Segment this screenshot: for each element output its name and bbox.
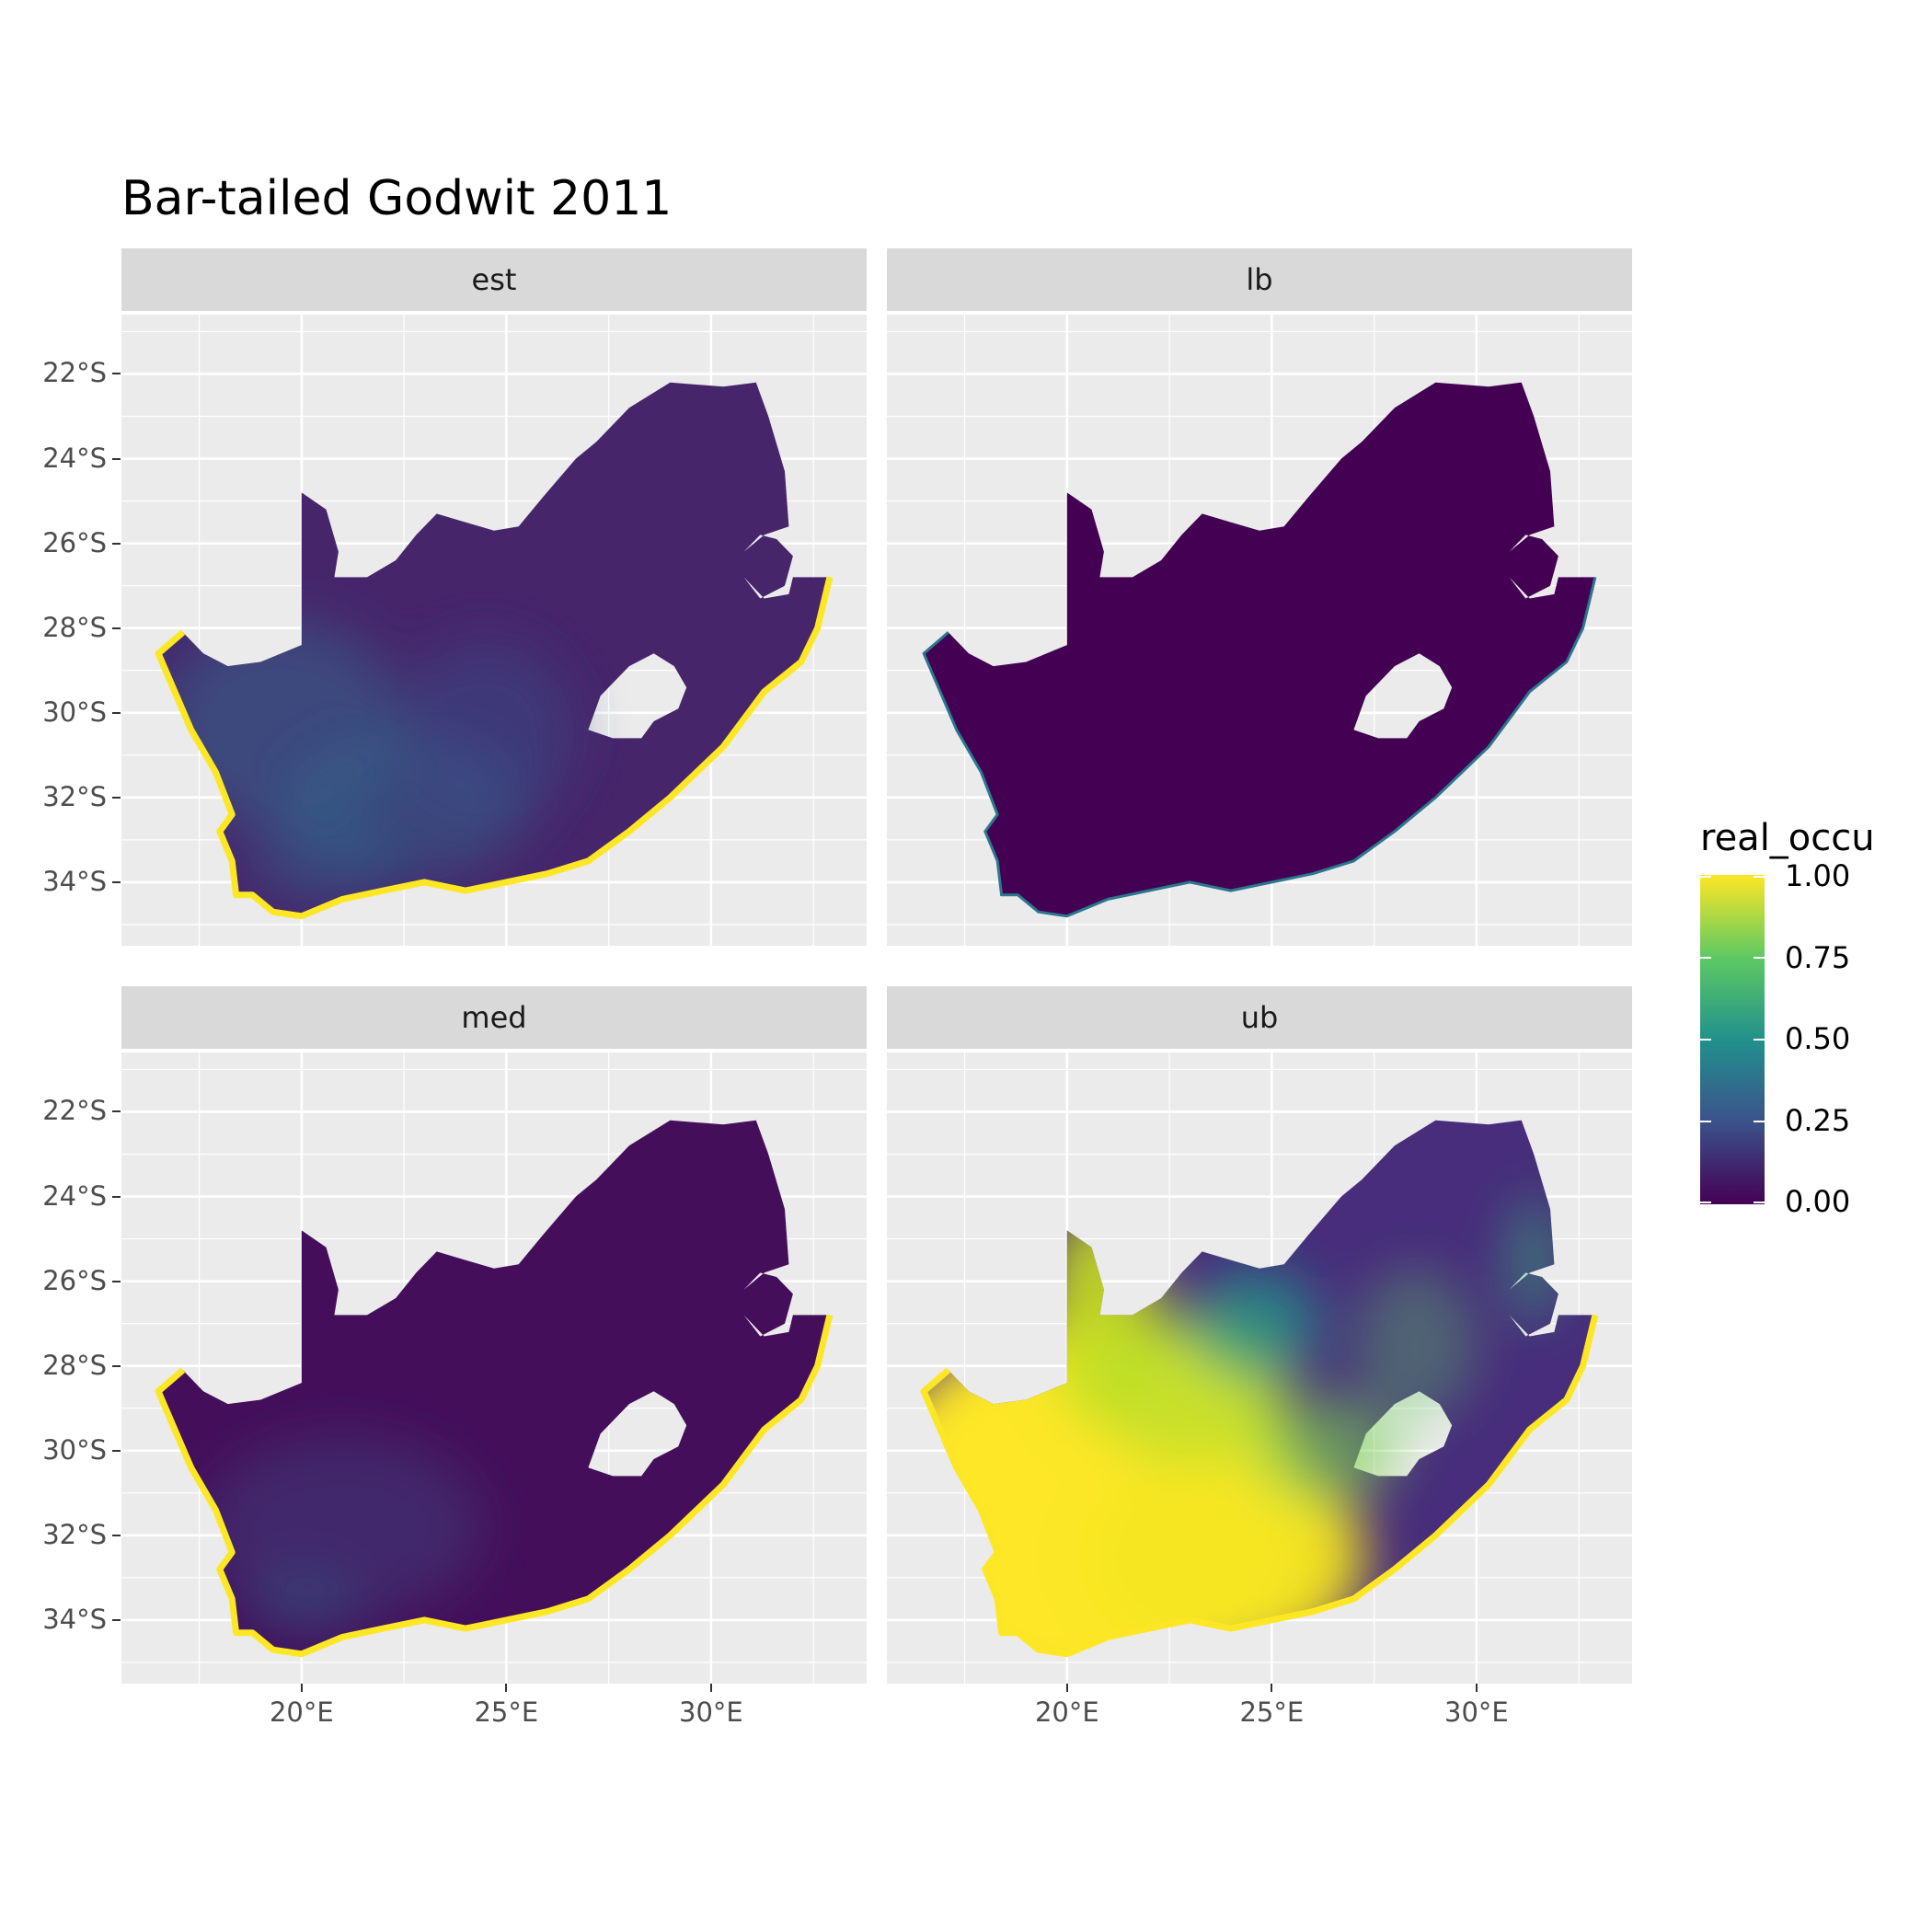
map-svg	[887, 315, 1632, 946]
map-svg	[887, 1052, 1632, 1684]
y-tick-label: 24°S	[42, 1179, 107, 1212]
x-tick-label: 30°E	[679, 1696, 743, 1728]
y-tick-mark	[112, 1195, 121, 1198]
coastal-edge-ub	[920, 1314, 1599, 1658]
facet-panel-med: med	[121, 986, 867, 1684]
x-tick-mark	[1271, 1684, 1273, 1692]
y-tick-mark	[112, 373, 121, 375]
x-tick-mark	[505, 1684, 508, 1692]
x-tick-mark	[709, 1684, 712, 1692]
map-svg	[121, 1052, 867, 1684]
y-tick-label: 34°S	[42, 1603, 107, 1635]
legend-tick-label: 0.50	[1785, 1021, 1851, 1056]
y-tick-mark	[112, 1534, 121, 1536]
y-tick-label: 32°S	[42, 780, 107, 812]
coastal-edge-med	[155, 1314, 834, 1658]
legend-tick-label: 1.00	[1785, 858, 1851, 893]
y-tick-label: 24°S	[42, 442, 107, 474]
legend-tick-label: 0.25	[1785, 1102, 1851, 1138]
country-fill-lb	[924, 382, 1595, 916]
legend-colorbar	[1700, 875, 1765, 1204]
facet-panel-ub: ub	[887, 986, 1632, 1684]
x-tick-mark	[1065, 1684, 1068, 1692]
legend-title: real_occu	[1700, 817, 1875, 859]
y-tick-mark	[112, 627, 121, 629]
legend-tick-label: 0.00	[1785, 1184, 1851, 1219]
y-tick-label: 32°S	[42, 1518, 107, 1550]
y-tick-label: 30°S	[42, 696, 107, 728]
map-plot-area	[887, 1052, 1632, 1684]
y-tick-mark	[112, 1280, 121, 1282]
y-tick-mark	[112, 457, 121, 460]
y-tick-label: 30°S	[42, 1433, 107, 1466]
facet-panel-lb: lb	[887, 248, 1632, 946]
y-tick-mark	[112, 1449, 121, 1452]
x-tick-mark	[300, 1684, 303, 1692]
map-plot-area	[121, 315, 867, 946]
y-tick-mark	[112, 542, 121, 545]
plot-title: Bar-tailed Godwit 2011	[121, 171, 673, 226]
map-plot-area	[121, 1052, 867, 1684]
y-tick-label: 22°S	[42, 357, 107, 389]
coastal-edge-lb	[922, 577, 1597, 918]
x-tick-label: 30°E	[1444, 1696, 1509, 1728]
x-tick-label: 20°E	[1034, 1696, 1099, 1728]
legend-tick-label: 0.75	[1785, 939, 1851, 975]
facet-panel-est: est	[121, 248, 867, 946]
y-tick-label: 28°S	[42, 611, 107, 643]
facet-strip-label: lb	[887, 248, 1632, 311]
x-tick-label: 20°E	[269, 1696, 334, 1728]
x-tick-label: 25°E	[1239, 1696, 1305, 1728]
facet-strip-label: est	[121, 248, 867, 311]
x-tick-mark	[1475, 1684, 1478, 1692]
y-tick-label: 34°S	[42, 865, 107, 897]
y-tick-mark	[112, 880, 121, 883]
y-tick-label: 26°S	[42, 1264, 107, 1296]
coastal-edge-est	[155, 576, 834, 920]
y-tick-label: 26°S	[42, 526, 107, 558]
y-tick-label: 22°S	[42, 1095, 107, 1127]
y-tick-mark	[112, 1110, 121, 1113]
map-svg	[121, 315, 867, 946]
facet-strip-label: ub	[887, 986, 1632, 1049]
y-tick-mark	[112, 711, 121, 714]
facet-strip-label: med	[121, 986, 867, 1049]
y-tick-mark	[112, 796, 121, 799]
y-tick-mark	[112, 1364, 121, 1367]
map-plot-area	[887, 315, 1632, 946]
x-tick-label: 25°E	[474, 1696, 539, 1728]
y-tick-label: 28°S	[42, 1349, 107, 1381]
y-tick-mark	[112, 1618, 121, 1621]
